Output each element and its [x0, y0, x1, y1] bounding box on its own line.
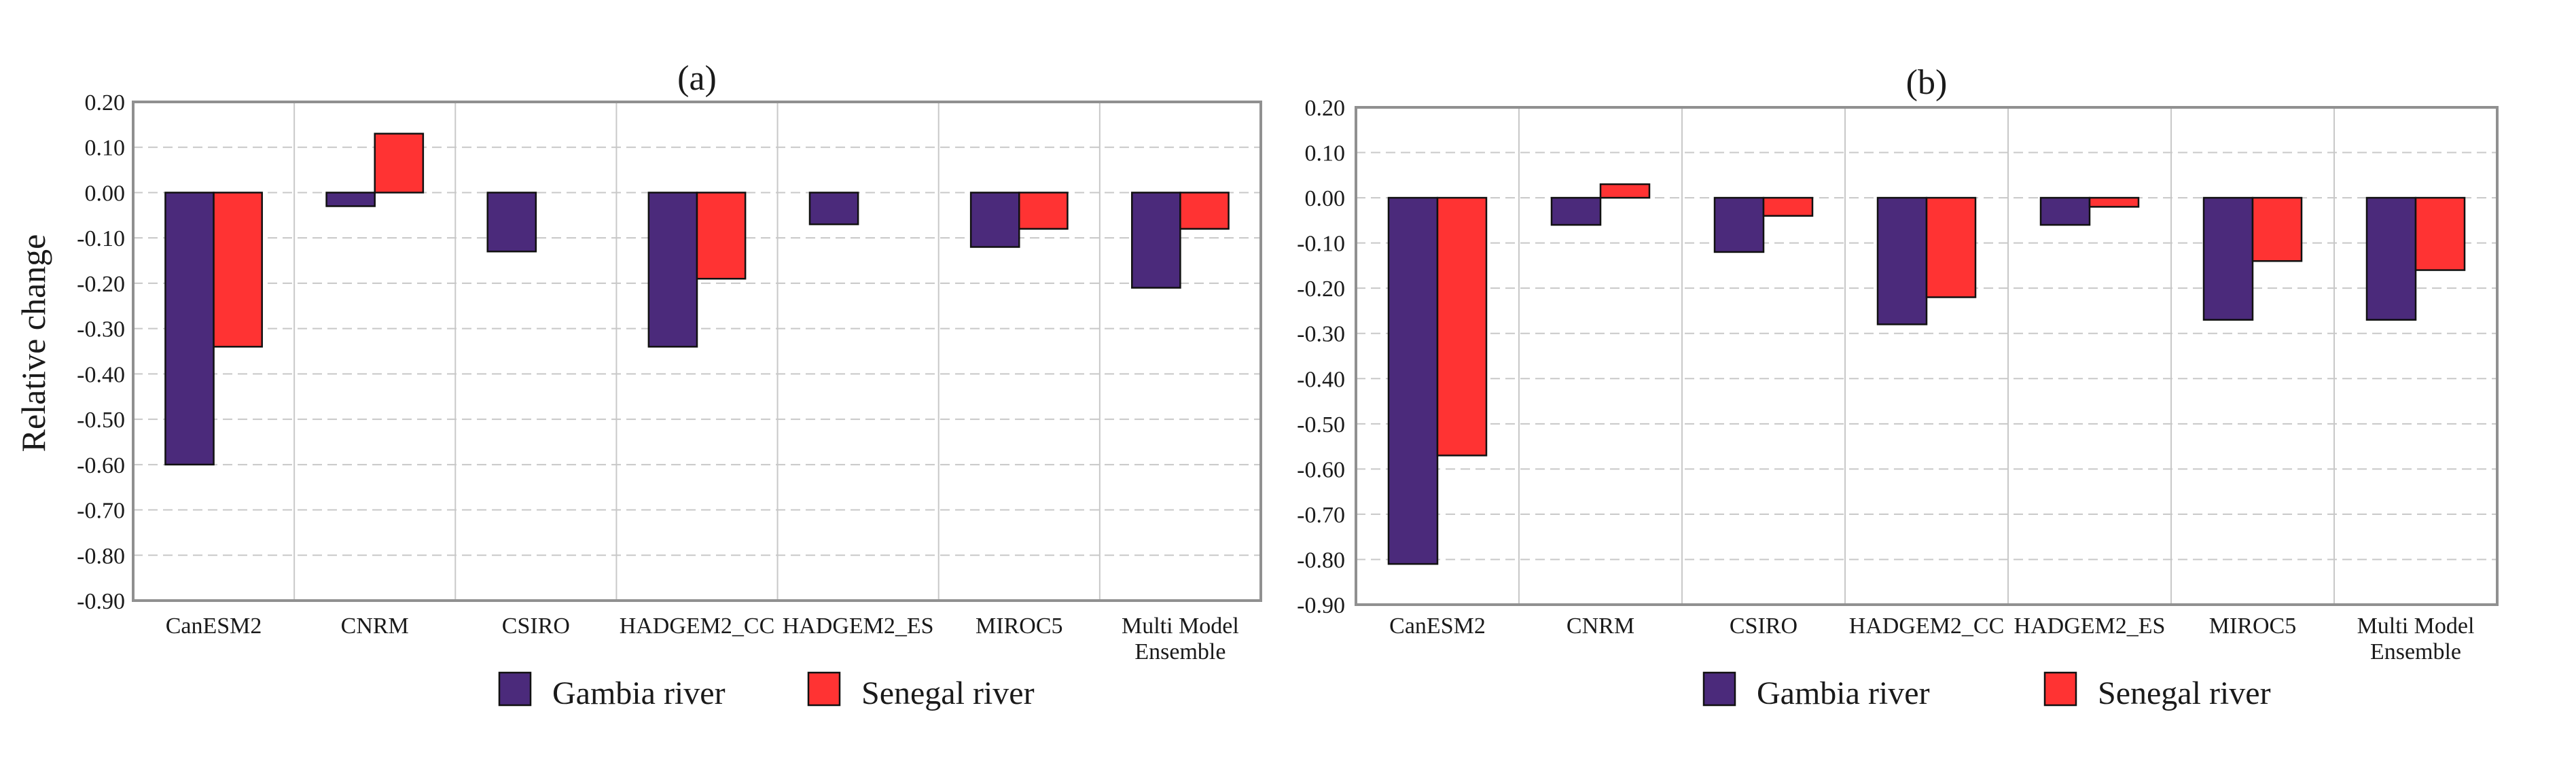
y-tick-label: -0.70 [77, 499, 125, 524]
bar-gambia-b-0 [1387, 196, 1439, 565]
legend-swatch-gambia [1702, 671, 1736, 707]
x-tick-label: CSIRO [1730, 613, 1797, 639]
y-tick-label: -0.40 [1297, 367, 1345, 392]
chart-title-b: (b) [1906, 63, 1948, 102]
y-tick-label: 0.10 [85, 136, 126, 161]
y-tick-label: -0.90 [1297, 593, 1345, 618]
x-tick-label: MIROC5 [2209, 613, 2296, 639]
x-tick-label: CanESM2 [166, 613, 262, 639]
legend-label-gambia: Gambia river [1757, 675, 1930, 711]
legend-swatch-senegal [807, 671, 841, 707]
legend-swatch-senegal [2043, 671, 2077, 707]
y-tick-label: -0.20 [77, 272, 125, 297]
x-tick-label: HADGEM2_ES [2014, 613, 2166, 639]
chart-panel-b: 0.20 0.10 0.00 -0.10 -0.20 -0.30 -0.40 -0.50 -0.… [1297, 63, 2499, 711]
y-axis-label: Relative change [14, 234, 52, 452]
legend-swatch-gambia [498, 671, 532, 707]
y-tick-label: -0.80 [1297, 548, 1345, 573]
x-tick-label: HADGEM2_ES [783, 613, 934, 639]
y-tick-label: 0.00 [1305, 186, 1346, 211]
bar-senegal-a-0 [213, 192, 263, 348]
x-tick-label: Multi Model Ensemble [2357, 613, 2475, 664]
x-tick-label: HADGEM2_CC [620, 613, 775, 639]
bar-senegal-b-1 [1599, 183, 1651, 199]
bar-senegal-a-5 [1018, 192, 1069, 230]
x-tick-label: CNRM [1567, 613, 1634, 639]
chart-title-a: (a) [677, 59, 717, 98]
x-tick-label: Multi Model Ensemble [1122, 613, 1239, 664]
y-tick-label: 0.20 [85, 90, 126, 115]
x-tick-label: CanESM2 [1389, 613, 1486, 639]
legend-label-gambia: Gambia river [552, 675, 726, 711]
y-tick-label: -0.30 [1297, 322, 1345, 347]
bar-gambia-a-6 [1131, 192, 1181, 289]
x-tick-label: CSIRO [502, 613, 570, 639]
y-tick-label: 0.10 [1305, 141, 1346, 166]
x-tick-label: MIROC5 [976, 613, 1062, 639]
bar-gambia-a-5 [969, 192, 1020, 248]
bar-senegal-a-6 [1179, 192, 1230, 230]
x-tick-label: CNRM [341, 613, 409, 639]
y-tick-label: -0.50 [77, 408, 125, 433]
bar-gambia-b-3 [1876, 196, 1928, 325]
legend-label-senegal: Senegal river [861, 675, 1035, 711]
bar-senegal-b-2 [1762, 196, 1814, 217]
bar-senegal-b-0 [1436, 196, 1488, 457]
x-tick-label: HADGEM2_CC [1849, 613, 2005, 639]
y-tick-label: -0.80 [77, 544, 125, 569]
y-tick-label: 0.20 [1305, 96, 1346, 121]
y-tick-label: -0.60 [1297, 457, 1345, 482]
bar-gambia-a-3 [647, 192, 698, 348]
legend-label-senegal: Senegal river [2098, 675, 2271, 711]
plot-frame-a [132, 101, 1262, 602]
y-tick-label: -0.90 [77, 589, 125, 614]
y-tick-label: -0.60 [77, 453, 125, 478]
bar-senegal-b-3 [1925, 196, 1977, 298]
bar-senegal-b-4 [2088, 196, 2140, 208]
bar-senegal-a-1 [374, 132, 425, 194]
plot-area-b [1356, 107, 2497, 605]
y-tick-label: -0.20 [1297, 277, 1345, 302]
bar-gambia-b-2 [1713, 196, 1765, 253]
bar-senegal-b-5 [2251, 196, 2303, 262]
y-tick-label: -0.30 [77, 317, 125, 342]
y-tick-label: -0.40 [77, 362, 125, 387]
chart-panel-a: 0.20 0.10 0.00 -0.10 -0.20 -0.30 -0.40 -0.50 -0.… [77, 59, 1262, 711]
bar-gambia-b-1 [1550, 196, 1602, 226]
y-tick-label: -0.10 [77, 226, 125, 251]
y-tick-label: -0.70 [1297, 503, 1345, 528]
bar-gambia-b-5 [2202, 196, 2254, 321]
y-tick-label: -0.50 [1297, 412, 1345, 438]
bar-senegal-b-6 [2414, 196, 2466, 271]
bar-gambia-a-4 [808, 192, 859, 226]
plot-area-a [133, 102, 1261, 601]
bar-gambia-a-1 [325, 192, 376, 207]
bar-senegal-a-3 [696, 192, 747, 280]
bar-gambia-a-0 [164, 192, 215, 466]
plot-frame-b [1355, 106, 2499, 606]
bar-gambia-a-2 [486, 192, 537, 253]
y-tick-label: 0.00 [85, 181, 126, 206]
y-tick-label: -0.10 [1297, 232, 1345, 257]
bar-gambia-b-6 [2365, 196, 2417, 321]
bar-gambia-b-4 [2039, 196, 2091, 226]
